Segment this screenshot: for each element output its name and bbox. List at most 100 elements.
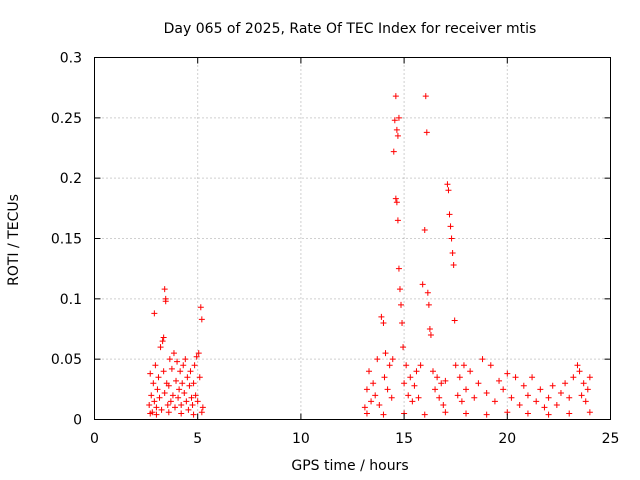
data-point (156, 394, 163, 401)
data-point (384, 386, 391, 393)
data-point (161, 389, 168, 396)
data-point (421, 411, 428, 418)
data-point (422, 93, 429, 100)
y-tick-label: 0 (73, 413, 82, 429)
data-point (187, 368, 194, 375)
data-point (184, 374, 191, 381)
data-point (405, 392, 412, 399)
data-point (444, 181, 451, 188)
data-point (147, 410, 154, 417)
data-point (407, 374, 414, 381)
data-point (393, 199, 400, 206)
y-axis-title: ROTI / TECUs (6, 194, 22, 286)
data-point (576, 368, 583, 375)
data-point (376, 402, 383, 409)
data-point (450, 262, 457, 269)
data-point (374, 356, 381, 363)
data-point (155, 374, 162, 381)
data-point (165, 409, 172, 416)
data-point (153, 404, 160, 411)
axis-ticks (94, 57, 611, 420)
data-point (423, 129, 430, 136)
data-point (582, 398, 589, 405)
data-point (445, 187, 452, 194)
data-point (434, 374, 441, 381)
x-tick-label: 25 (602, 431, 620, 447)
x-tick-label: 5 (193, 431, 202, 447)
x-tick-label: 15 (395, 431, 413, 447)
data-point (545, 411, 552, 418)
x-tick-label: 0 (90, 431, 99, 447)
data-point (533, 398, 540, 405)
data-point (570, 374, 577, 381)
data-point (194, 398, 201, 405)
data-point (147, 370, 154, 377)
data-point (586, 409, 593, 416)
data-point (160, 368, 167, 375)
data-point (176, 386, 183, 393)
data-point (520, 382, 527, 389)
data-point (366, 368, 373, 375)
data-point (529, 374, 536, 381)
data-point (191, 362, 198, 369)
data-point (421, 227, 428, 234)
data-point (436, 394, 443, 401)
y-tick-label: 0.3 (60, 51, 82, 67)
data-point (584, 386, 591, 393)
data-point (363, 410, 370, 417)
data-point (180, 362, 187, 369)
data-point (483, 389, 490, 396)
data-point (148, 392, 155, 399)
data-point (395, 114, 402, 121)
data-point (198, 316, 205, 323)
data-point (190, 380, 197, 387)
data-point (386, 362, 393, 369)
data-point (390, 148, 397, 155)
data-point (566, 410, 573, 417)
data-point (378, 313, 385, 320)
data-point (160, 334, 167, 341)
data-point (545, 394, 552, 401)
data-point (475, 380, 482, 387)
y-tick-label: 0.15 (51, 232, 82, 248)
data-point (562, 380, 569, 387)
data-point (164, 402, 171, 409)
data-point (181, 389, 188, 396)
data-point (574, 362, 581, 369)
data-point (171, 404, 178, 411)
data-point (578, 392, 585, 399)
data-point (516, 402, 523, 409)
data-point (178, 402, 185, 409)
data-point (432, 386, 439, 393)
data-point (393, 126, 400, 133)
data-point (382, 350, 389, 357)
data-point (182, 356, 189, 363)
data-point (458, 398, 465, 405)
data-point (381, 374, 388, 381)
data-point (158, 406, 165, 413)
data-point (442, 409, 449, 416)
data-point (161, 286, 168, 293)
data-point (372, 392, 379, 399)
data-point (157, 344, 164, 351)
y-tick-labels: 0 0.05 0.1 0.15 0.2 0.25 0.3 (51, 51, 82, 429)
data-point (174, 358, 181, 365)
data-point (190, 411, 197, 418)
data-point (467, 368, 474, 375)
data-point (183, 398, 190, 405)
y-tick-label: 0.05 (51, 352, 82, 368)
data-point (151, 398, 158, 405)
data-point (452, 362, 459, 369)
data-point (185, 406, 192, 413)
data-point (199, 404, 206, 411)
chart-title: Day 065 of 2025, Rate Of TEC Index for r… (164, 21, 537, 37)
y-tick-label: 0.25 (51, 111, 82, 127)
data-point (391, 117, 398, 124)
data-point (438, 380, 445, 387)
data-point (580, 380, 587, 387)
data-point (363, 386, 370, 393)
x-tick-labels: 0 5 10 15 20 25 (90, 431, 619, 447)
data-point (392, 195, 399, 202)
data-point (179, 380, 186, 387)
